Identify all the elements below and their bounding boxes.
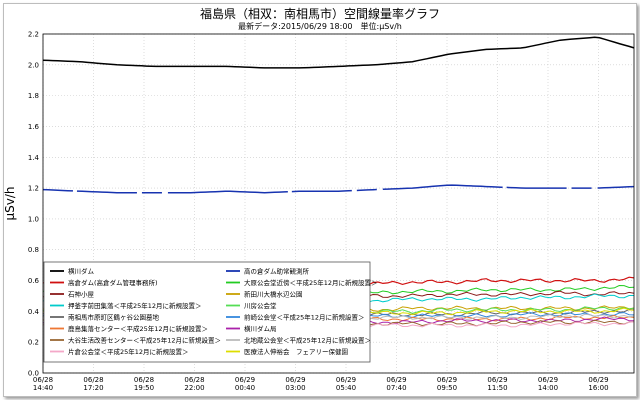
y-tick-label: 1.4: [28, 154, 40, 162]
x-tick-date: 06/29: [538, 376, 558, 384]
legend-entry: 前崎公会堂＜平成25年12月に新規設置＞: [244, 312, 365, 321]
y-tick-label: 2.0: [28, 61, 39, 69]
x-tick-time: 05:40: [336, 384, 356, 392]
x-tick-date: 06/29: [437, 376, 457, 384]
legend-entry: 高倉ダム(高倉ダム管理事務所): [68, 278, 158, 287]
y-axis-label: μSv/h: [3, 186, 17, 220]
plot-area: [42, 33, 635, 374]
legend-entry: 高の倉ダム助常観測所: [244, 266, 310, 275]
x-tick-date: 06/28: [184, 376, 204, 384]
x-tick-date: 06/29: [285, 376, 305, 384]
series-line: [42, 184, 635, 194]
legend-entry: 南相馬市原町区鶴ヶ谷公園墓地: [68, 312, 160, 321]
chart-title: 福島県（相双：南相馬市）空間線量率グラフ: [199, 7, 440, 21]
x-tick-time: 07:40: [386, 384, 406, 392]
legend-entry: 横川ダム局: [244, 324, 277, 333]
legend-entry: 押釜字前田集落＜平成25年12月に新規設置＞: [68, 301, 202, 310]
y-tick-label: 1.2: [28, 185, 39, 193]
legend-entry: 医療法人伸裕会 フェアリー保健園: [244, 347, 348, 356]
y-tick-label: 1.0: [28, 215, 39, 223]
x-axis-ticks: 06/2814:4006/2817:2006/2819:5006/2822:00…: [33, 376, 609, 392]
x-tick-time: 00:40: [235, 384, 255, 392]
legend-entry: 新田川大橋水辺公園: [244, 289, 303, 298]
y-tick-label: 0.6: [28, 277, 40, 285]
x-tick-date: 06/29: [235, 376, 255, 384]
y-axis-ticks: 0.0 0.2 0.4 0.6 0.8 1.0 1.2 1.4 1.6 1.8 2.0 2.2: [28, 31, 40, 378]
x-tick-date: 06/28: [83, 376, 103, 384]
y-tick-label: 1.6: [28, 123, 40, 131]
x-tick-time: 17:20: [83, 384, 103, 392]
x-tick-time: 19:50: [134, 384, 154, 392]
x-tick-date: 06/28: [33, 376, 53, 384]
y-tick-label: 0.0: [28, 370, 39, 378]
y-tick-label: 0.4: [28, 308, 40, 316]
legend-box: [43, 261, 371, 363]
legend-entry: 片倉公会堂＜平成25年12月に新規設置＞: [68, 347, 189, 356]
y-tick-label: 0.8: [28, 246, 39, 254]
legend-entry: 鹿島集落センター＜平成25年12月に新規設置＞: [68, 324, 208, 333]
legend-entry: 大谷生活改善センター＜平成25年12月に新規設置＞: [68, 335, 221, 344]
y-tick-label: 1.8: [28, 92, 39, 100]
x-tick-date: 06/29: [386, 376, 406, 384]
series-line: [42, 36, 635, 69]
x-tick-time: 09:50: [437, 384, 457, 392]
x-tick-time: 14:00: [538, 384, 558, 392]
y-tick-label: 0.2: [28, 339, 39, 347]
x-tick-time: 14:40: [33, 384, 53, 392]
x-tick-time: 11:50: [487, 384, 507, 392]
legend-entry: 大原公会堂近傍＜平成25年12月に新規設置＞: [244, 278, 378, 287]
x-tick-time: 22:00: [184, 384, 204, 392]
legend-entry: 川房公会堂: [244, 301, 277, 310]
x-tick-time: 16:00: [588, 384, 608, 392]
x-tick-date: 06/29: [336, 376, 356, 384]
y-tick-label: 2.2: [28, 31, 39, 39]
chart-subtitle: 最新データ:2015/06/29 18:00 単位:μSv/h: [238, 22, 402, 31]
x-tick-date: 06/28: [134, 376, 154, 384]
legend-entry: 横川ダム: [68, 266, 95, 275]
x-tick-date: 06/29: [487, 376, 507, 384]
legend-entry: 北地蔵公会堂＜平成25年12月に新規設置＞: [244, 335, 371, 344]
x-tick-time: 03:00: [285, 384, 305, 392]
x-tick-date: 06/29: [588, 376, 608, 384]
legend-entry: 石神小屋: [68, 289, 95, 298]
